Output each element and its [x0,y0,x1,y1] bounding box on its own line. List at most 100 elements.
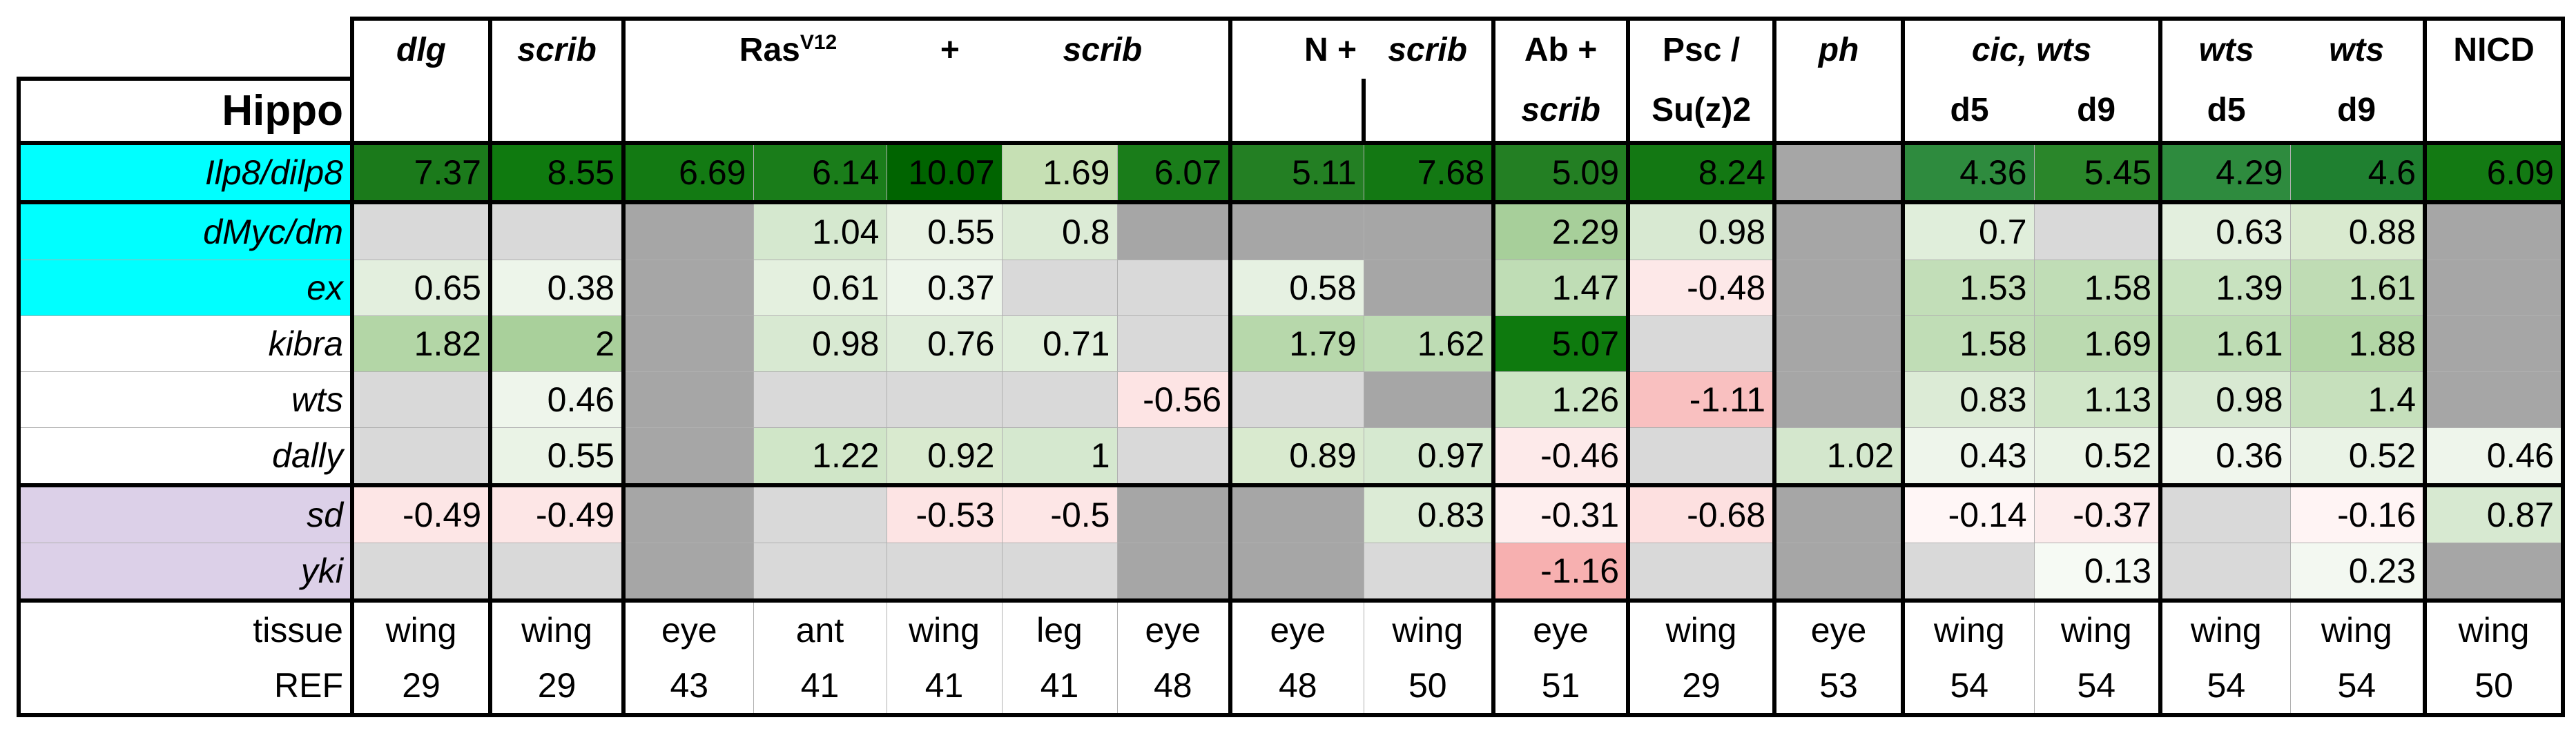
value-cell: 0.83 [1902,371,2035,428]
value-cell: 1 [1001,427,1118,487]
value-cell: 0.87 [2424,485,2566,543]
row-label: Ilp8/dilp8 [17,142,354,204]
value-cell: 0.92 [886,427,1003,487]
value-cell [2033,202,2163,260]
value-cell [351,543,492,603]
tissue-cell: wing [2160,601,2291,658]
value-cell: -0.56 [1116,371,1233,428]
row-label: dally [17,427,354,487]
label-part: RasV12 [739,31,837,69]
tissue-cell: ant [753,601,887,658]
tissue-cell: eye [1230,601,1364,658]
value-cell [1230,485,1364,543]
group-label: RasV12 + scrib [632,31,1221,69]
label-part: Ras [739,31,800,68]
value-cell: 0.83 [1363,485,1496,543]
value-cell: 0.55 [886,202,1003,260]
value-cell [1774,260,1906,316]
value-cell: 1.58 [1902,315,2035,372]
header-cell: d9 [2290,79,2428,145]
value-cell: 1.69 [1001,142,1118,204]
value-cell: 0.98 [753,315,887,372]
value-cell [1363,543,1496,603]
value-cell: 10.07 [886,142,1003,204]
header-cell: wts [2290,17,2428,79]
header-cell: cic, wts [1901,17,2163,79]
value-cell [886,543,1003,603]
header-cell: scrib [1491,79,1631,145]
tissue-cell: wing [490,601,626,658]
header-cell [621,79,1233,145]
row-label: ex [17,260,354,316]
value-cell [1230,371,1364,428]
value-cell [1230,202,1364,260]
header-cell: d9 [2034,79,2163,145]
value-cell: 1.61 [2289,260,2428,316]
ref-cell: 29 [351,658,492,717]
value-cell [1774,371,1906,428]
value-cell: 0.52 [2033,427,2163,487]
label-part: + [940,31,960,68]
value-cell: 1.62 [1363,315,1496,372]
value-cell: 0.8 [1001,202,1118,260]
value-cell [490,202,626,260]
value-cell: 7.37 [351,142,492,204]
value-cell [490,543,626,603]
value-cell: 0.88 [2289,202,2428,260]
row-label: dMyc/dm [17,202,354,260]
tissue-cell: eye [1116,601,1233,658]
header-cell: scrib [1364,17,1496,79]
value-cell: 1.39 [2160,260,2291,316]
value-cell: 0.76 [886,315,1003,372]
data-row: sd -0.49 -0.49 -0.53 -0.5 0.83 -0.31 -0.68 -0.14… [17,485,2566,543]
value-cell [753,485,887,543]
value-cell: 4.6 [2289,142,2428,204]
value-cell: 0.43 [1902,427,2035,487]
tissue-cell: wing [2424,601,2566,658]
value-cell: 0.65 [351,260,492,316]
value-cell: 0.58 [1230,260,1364,316]
value-cell: 5.07 [1493,315,1631,372]
value-cell: 5.45 [2033,142,2163,204]
value-cell: -0.53 [886,485,1003,543]
header-cell [1228,79,1366,145]
value-cell: -0.16 [2289,485,2428,543]
value-cell: 0.98 [1627,202,1777,260]
ref-cell: 51 [1493,658,1631,717]
value-cell: 4.29 [2160,142,2291,204]
value-cell [2424,543,2566,603]
value-cell: 1.69 [2033,315,2163,372]
ref-cell: 54 [1902,658,2035,717]
superscript: V12 [800,30,837,54]
value-cell: 2 [490,315,626,372]
ref-cell: 41 [1001,658,1118,717]
tissue-cell: eye [1774,601,1906,658]
data-row: wts 0.46 -0.56 1.26 -1.11 0.83 1.13 0.98 1.4 [17,371,2566,428]
ref-cell: 54 [2033,658,2163,717]
value-cell [1902,543,2035,603]
header-cell: Psc / [1626,17,1777,79]
value-cell: -0.48 [1627,260,1777,316]
ref-cell: 50 [2424,658,2566,717]
value-cell [753,371,887,428]
row-label: REF [17,658,354,717]
value-cell: 0.55 [490,427,626,487]
ref-cell: 29 [1627,658,1777,717]
value-cell [1363,371,1496,428]
value-cell: 2.29 [1493,202,1631,260]
value-cell: 0.61 [753,260,887,316]
value-cell [1363,202,1496,260]
value-cell: 1.88 [2289,315,2428,372]
label-part: scrib [1063,31,1143,68]
value-cell: 5.11 [1230,142,1364,204]
value-cell: 0.7 [1902,202,2035,260]
ref-cell: 48 [1116,658,1233,717]
tissue-cell: wing [1363,601,1496,658]
value-cell [1774,485,1906,543]
corner [19,19,352,81]
value-cell: 1.26 [1493,371,1631,428]
header-cell [1363,79,1496,145]
header-cell [488,79,626,145]
value-cell: 1.47 [1493,260,1631,316]
